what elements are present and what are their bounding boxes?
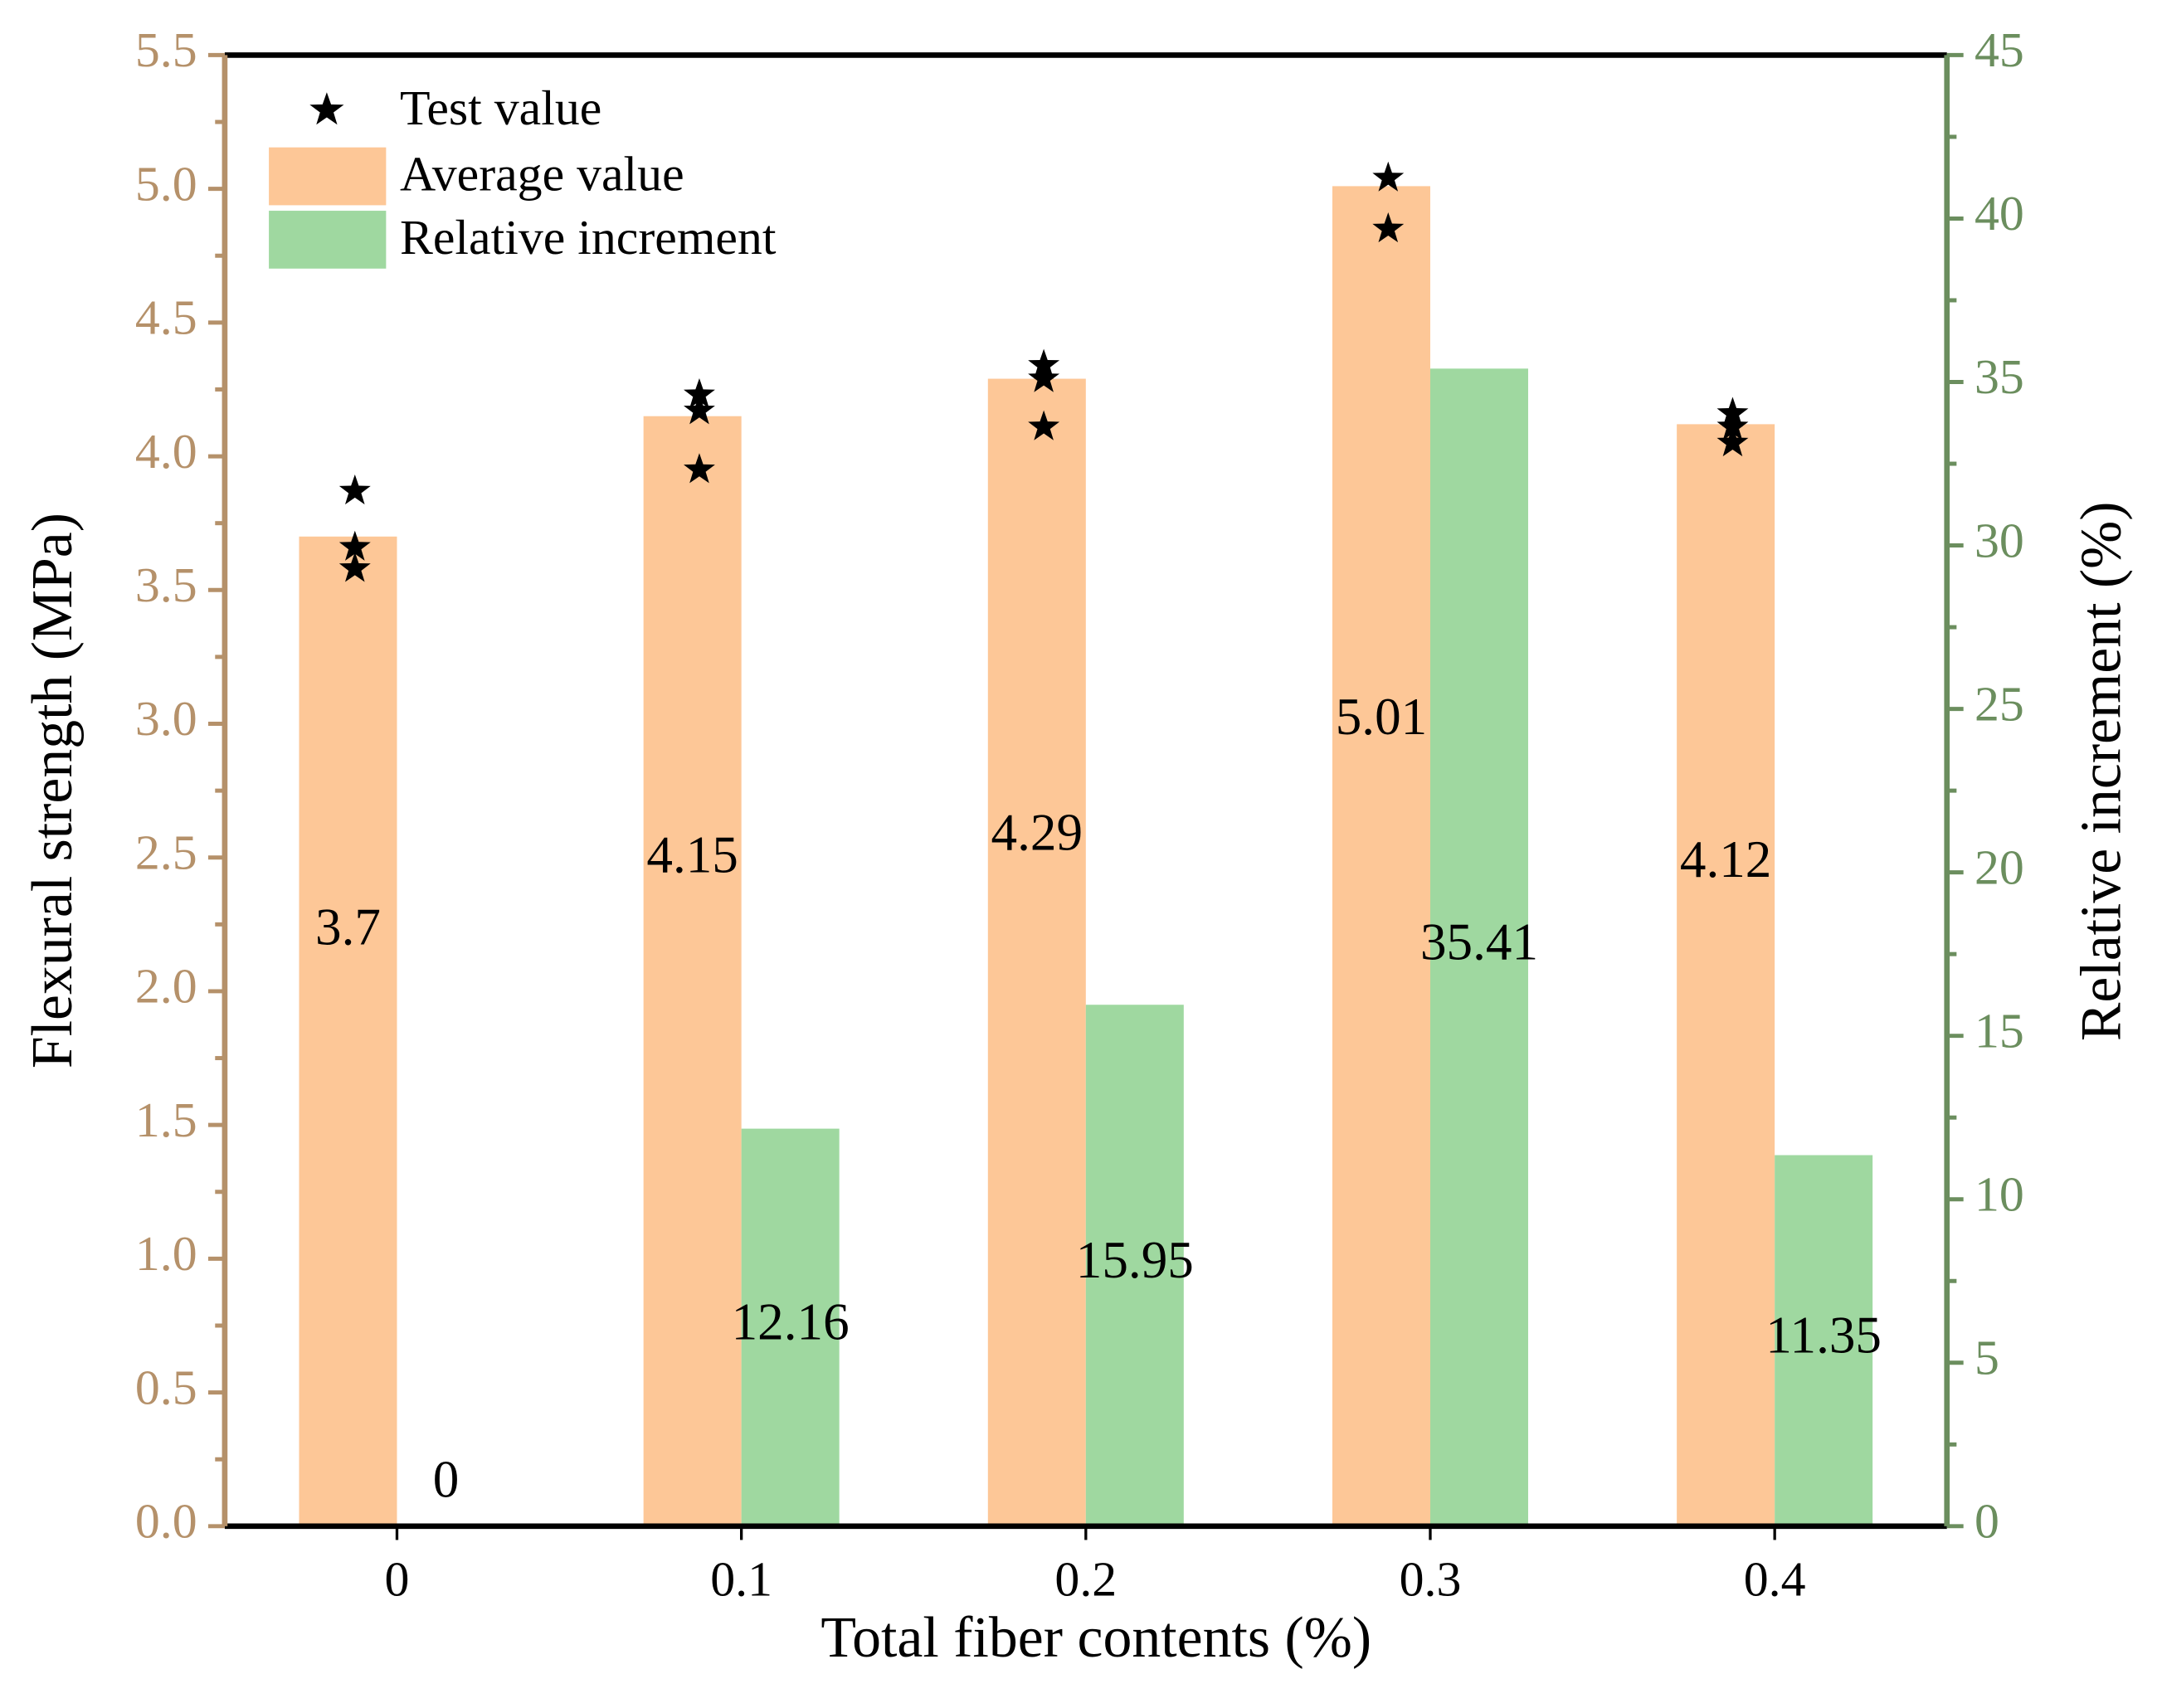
- y-tick-label: 3.0: [135, 691, 197, 746]
- test-point: [1716, 410, 1749, 440]
- test-point: [684, 453, 715, 484]
- legend-swatch: [269, 211, 387, 269]
- y-tick-label: 1.5: [135, 1092, 197, 1147]
- bar: [643, 416, 742, 1526]
- x-tick-label: 0.2: [1054, 1551, 1117, 1606]
- y2-tick-label: 20: [1975, 839, 2024, 894]
- data-label: 0: [433, 1451, 460, 1509]
- test-point: [684, 394, 715, 425]
- bar: [987, 378, 1086, 1526]
- x-tick-label: 0.4: [1744, 1551, 1806, 1606]
- data-label: 12.16: [732, 1293, 850, 1351]
- y-axis-label: Flexural strength (MPa): [21, 513, 85, 1068]
- test-point: [338, 530, 371, 561]
- y-tick-label: 0.0: [135, 1494, 197, 1549]
- y-tick-label: 3.5: [135, 557, 197, 612]
- data-label: 15.95: [1076, 1231, 1194, 1289]
- y-tick-label: 2.0: [135, 959, 197, 1014]
- y2-tick-label: 15: [1975, 1003, 2024, 1058]
- bar: [1332, 186, 1430, 1526]
- y-tick-label: 0.5: [135, 1360, 197, 1414]
- test-point: [1716, 426, 1749, 457]
- data-label: 4.15: [646, 825, 738, 883]
- legend-label: Relative increment: [400, 210, 777, 265]
- y2-axis-label: Relative increment (%): [2070, 502, 2134, 1042]
- bar: [1085, 1005, 1184, 1526]
- test-point: [1028, 410, 1060, 440]
- bar: [1775, 1155, 1873, 1526]
- y2-tick-label: 0: [1975, 1494, 1999, 1549]
- legend-label: Average value: [400, 147, 684, 202]
- bar: [1677, 424, 1775, 1526]
- y-tick-label: 4.5: [135, 290, 197, 345]
- x-tick-label: 0.3: [1400, 1551, 1462, 1606]
- test-point: [1372, 161, 1405, 192]
- y2-tick-label: 10: [1975, 1166, 2024, 1221]
- test-point: [1372, 212, 1405, 243]
- legend-label: Test value: [400, 80, 601, 135]
- y-tick-label: 2.5: [135, 825, 197, 879]
- bar: [299, 536, 397, 1526]
- y2-tick-label: 25: [1975, 676, 2024, 731]
- test-point: [1028, 362, 1060, 392]
- legend-swatch: [269, 147, 387, 206]
- data-label: 4.29: [991, 803, 1083, 861]
- bar: [741, 1128, 840, 1526]
- data-label: 3.7: [315, 898, 381, 956]
- data-label: 11.35: [1765, 1307, 1882, 1365]
- x-tick-label: 0: [385, 1551, 410, 1606]
- test-point: [338, 552, 371, 582]
- legend-marker: [309, 92, 344, 125]
- test-point: [338, 474, 371, 505]
- data-label: 35.41: [1420, 913, 1538, 971]
- y2-tick-label: 40: [1975, 186, 2024, 241]
- y2-tick-label: 45: [1975, 22, 2024, 77]
- y-tick-label: 5.0: [135, 156, 197, 211]
- y-tick-label: 5.5: [135, 22, 197, 77]
- x-tick-label: 0.1: [710, 1551, 772, 1606]
- y-tick-label: 1.0: [135, 1226, 197, 1281]
- data-label: 5.01: [1336, 688, 1428, 746]
- bar: [1429, 368, 1528, 1526]
- y-tick-label: 4.0: [135, 424, 197, 479]
- y2-tick-label: 30: [1975, 513, 2024, 567]
- y2-tick-label: 35: [1975, 349, 2024, 404]
- y2-tick-label: 5: [1975, 1331, 1999, 1385]
- test-point: [684, 377, 715, 409]
- data-label: 4.12: [1680, 830, 1772, 888]
- x-axis-label: Total fiber contents (%): [820, 1606, 1371, 1670]
